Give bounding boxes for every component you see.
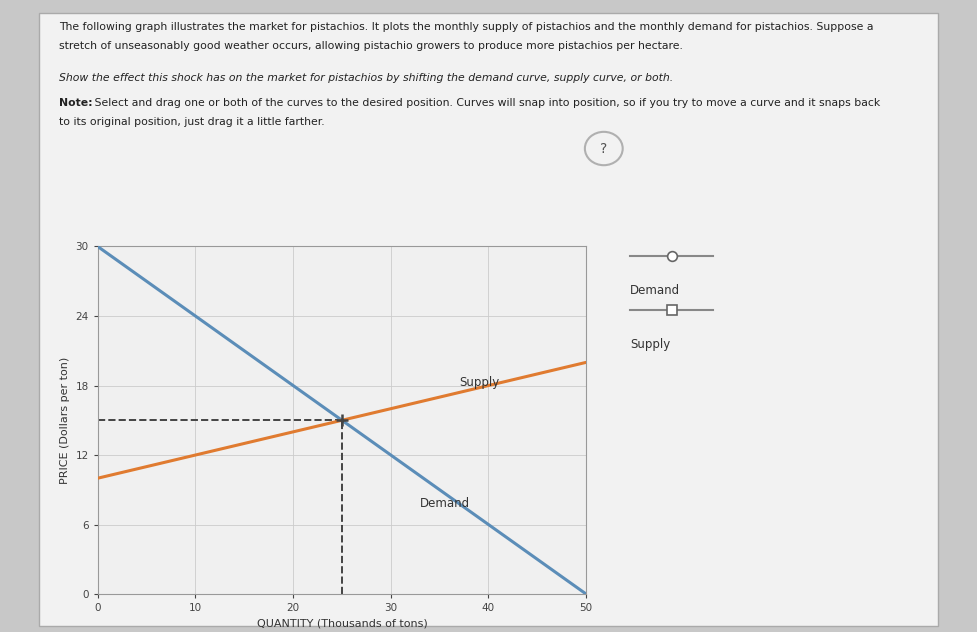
Text: stretch of unseasonably good weather occurs, allowing pistachio growers to produ: stretch of unseasonably good weather occ…	[59, 41, 683, 51]
Text: Supply: Supply	[459, 375, 499, 389]
Text: Select and drag one or both of the curves to the desired position. Curves will s: Select and drag one or both of the curve…	[91, 98, 880, 108]
Text: ?: ?	[600, 142, 608, 155]
X-axis label: QUANTITY (Thousands of tons): QUANTITY (Thousands of tons)	[257, 619, 427, 629]
Text: to its original position, just drag it a little farther.: to its original position, just drag it a…	[59, 117, 324, 127]
Text: Demand: Demand	[630, 284, 680, 298]
Text: Note:: Note:	[59, 98, 92, 108]
Text: Supply: Supply	[630, 338, 670, 351]
Text: Show the effect this shock has on the market for pistachios by shifting the dema: Show the effect this shock has on the ma…	[59, 73, 673, 83]
Text: The following graph illustrates the market for pistachios. It plots the monthly : The following graph illustrates the mark…	[59, 22, 873, 32]
Y-axis label: PRICE (Dollars per ton): PRICE (Dollars per ton)	[60, 356, 70, 484]
Text: Demand: Demand	[420, 497, 470, 510]
